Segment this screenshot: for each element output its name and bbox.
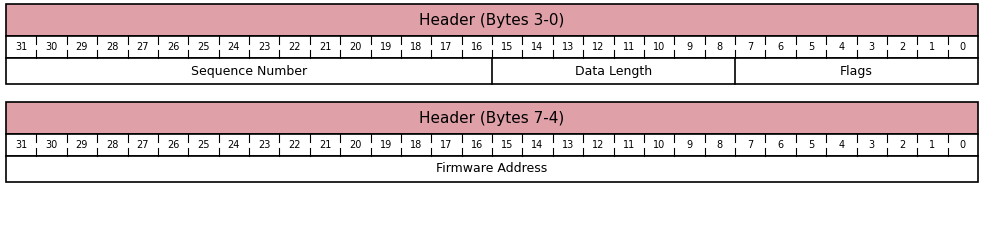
Text: 29: 29 (76, 140, 89, 150)
Text: Header (Bytes 7-4): Header (Bytes 7-4) (419, 111, 565, 125)
Text: 4: 4 (838, 140, 844, 150)
Text: 9: 9 (687, 140, 693, 150)
Text: 12: 12 (592, 140, 604, 150)
Text: 10: 10 (653, 140, 665, 150)
Text: 19: 19 (380, 140, 392, 150)
Bar (6, 36, 978, 58)
Text: 25: 25 (197, 140, 210, 150)
Text: 1: 1 (929, 140, 936, 150)
Text: 30: 30 (45, 42, 58, 52)
Text: 17: 17 (440, 42, 453, 52)
Text: 8: 8 (716, 140, 723, 150)
Text: 28: 28 (106, 42, 118, 52)
Bar (6, 156, 978, 182)
Text: 7: 7 (747, 42, 754, 52)
Text: 16: 16 (470, 140, 483, 150)
Text: 14: 14 (531, 140, 544, 150)
Text: 11: 11 (623, 140, 635, 150)
Text: 19: 19 (380, 42, 392, 52)
Bar (6, 134, 978, 156)
Text: 26: 26 (167, 42, 179, 52)
Text: 5: 5 (808, 140, 814, 150)
Text: 3: 3 (869, 42, 875, 52)
Text: Data Length: Data Length (575, 64, 652, 78)
Text: 8: 8 (716, 42, 723, 52)
Text: Header (Bytes 3-0): Header (Bytes 3-0) (419, 12, 565, 28)
Text: 21: 21 (319, 42, 332, 52)
Text: 31: 31 (15, 140, 28, 150)
Bar (6, 102, 978, 134)
Text: 6: 6 (777, 140, 783, 150)
Text: 24: 24 (227, 140, 240, 150)
Text: 12: 12 (592, 42, 604, 52)
Text: 27: 27 (137, 42, 149, 52)
Text: 0: 0 (959, 42, 966, 52)
Text: 7: 7 (747, 140, 754, 150)
Text: 23: 23 (258, 140, 271, 150)
Text: 23: 23 (258, 42, 271, 52)
Text: 24: 24 (227, 42, 240, 52)
Text: 9: 9 (687, 42, 693, 52)
Text: 20: 20 (349, 140, 361, 150)
Text: 26: 26 (167, 140, 179, 150)
Text: 16: 16 (470, 42, 483, 52)
Text: 6: 6 (777, 42, 783, 52)
Text: 13: 13 (562, 42, 574, 52)
Text: 27: 27 (137, 140, 149, 150)
Text: 25: 25 (197, 42, 210, 52)
Text: 21: 21 (319, 140, 332, 150)
Text: 31: 31 (15, 42, 28, 52)
Text: 15: 15 (501, 42, 514, 52)
Text: 10: 10 (653, 42, 665, 52)
Text: 28: 28 (106, 140, 118, 150)
Text: 2: 2 (899, 140, 905, 150)
Text: 20: 20 (349, 42, 361, 52)
Text: Sequence Number: Sequence Number (191, 64, 307, 78)
Text: Firmware Address: Firmware Address (436, 163, 548, 175)
Text: 14: 14 (531, 42, 544, 52)
Text: 17: 17 (440, 140, 453, 150)
Text: 22: 22 (288, 140, 301, 150)
Text: 11: 11 (623, 42, 635, 52)
Text: 5: 5 (808, 42, 814, 52)
Text: 2: 2 (899, 42, 905, 52)
Bar (6, 4, 978, 36)
Text: 1: 1 (929, 42, 936, 52)
Text: Flags: Flags (840, 64, 873, 78)
Text: 0: 0 (959, 140, 966, 150)
Text: 30: 30 (45, 140, 58, 150)
Text: 13: 13 (562, 140, 574, 150)
Text: 4: 4 (838, 42, 844, 52)
Text: 29: 29 (76, 42, 89, 52)
Text: 22: 22 (288, 42, 301, 52)
Text: 18: 18 (410, 42, 422, 52)
Text: 15: 15 (501, 140, 514, 150)
Text: 3: 3 (869, 140, 875, 150)
Bar (6, 58, 978, 84)
Text: 18: 18 (410, 140, 422, 150)
